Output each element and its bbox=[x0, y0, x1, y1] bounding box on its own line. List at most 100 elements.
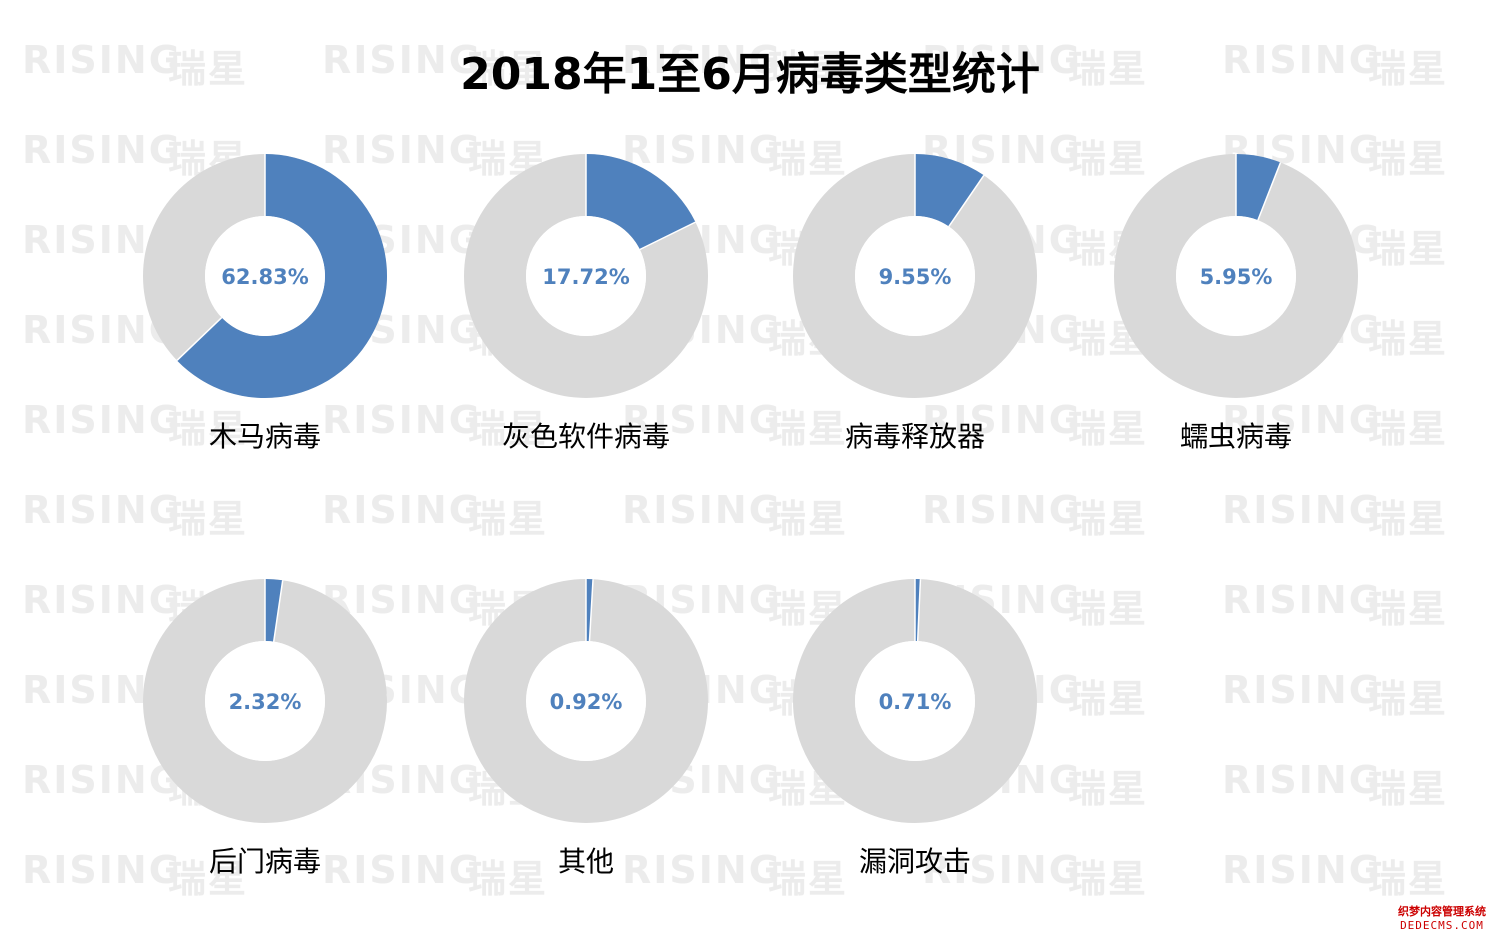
watermark-brand-cn: 瑞星 bbox=[1068, 497, 1149, 541]
donut-slice bbox=[1236, 154, 1281, 221]
watermark-brand-en: RISING bbox=[922, 398, 1082, 442]
watermark-brand-en: RISING bbox=[22, 578, 182, 622]
donut-percent-label: 2.32% bbox=[229, 690, 302, 714]
donut-category-label: 漏洞攻击 bbox=[859, 845, 971, 878]
watermark-brand-en: RISING bbox=[1222, 488, 1382, 532]
watermark-brand-cn: 瑞星 bbox=[768, 407, 849, 451]
watermark-brand-cn: 瑞星 bbox=[1068, 407, 1149, 451]
donut-slice-edge bbox=[264, 579, 284, 642]
watermark-brand-en: RISING bbox=[1222, 38, 1382, 82]
donut-slice bbox=[586, 579, 594, 642]
footer-logo: 织梦内容管理系统 DEDECMS.COM bbox=[1390, 903, 1494, 932]
watermark-brand-cn: 瑞星 bbox=[1368, 317, 1449, 361]
watermark-brand-en: RISING bbox=[922, 38, 1082, 82]
watermark-brand-cn: 瑞星 bbox=[168, 47, 249, 91]
donut-slice-edge bbox=[914, 579, 922, 642]
watermark-brand-en: RISING bbox=[622, 848, 782, 892]
watermark-brand-cn: 瑞星 bbox=[1068, 137, 1149, 181]
donut-slice-edge bbox=[585, 579, 594, 642]
watermark-brand-cn: 瑞星 bbox=[768, 47, 849, 91]
footer-logo-line1: 织梦内容管理系统 bbox=[1398, 905, 1486, 918]
watermark-brand-cn: 瑞星 bbox=[1068, 587, 1149, 631]
donut-group: 0.92% 其他 bbox=[464, 579, 708, 878]
donut-hole bbox=[526, 216, 646, 336]
donut-slice bbox=[915, 154, 984, 227]
watermark-brand-cn: 瑞星 bbox=[468, 857, 549, 901]
watermark-brand-cn: 瑞星 bbox=[1368, 137, 1449, 181]
donut-category-label: 其他 bbox=[558, 845, 614, 878]
watermark-brand-cn: 瑞星 bbox=[468, 407, 549, 451]
watermark-brand-cn: 瑞星 bbox=[768, 857, 849, 901]
donut-percent-label: 0.71% bbox=[879, 690, 952, 714]
watermark-brand-en: RISING bbox=[22, 398, 182, 442]
donut-percent-label: 5.95% bbox=[1200, 265, 1273, 289]
watermark-brand-en: RISING bbox=[322, 848, 482, 892]
watermark-brand-en: RISING bbox=[322, 488, 482, 532]
watermark-brand-cn: 瑞星 bbox=[168, 857, 249, 901]
watermark-brand-cn: 瑞星 bbox=[1368, 227, 1449, 271]
watermark-brand-cn: 瑞星 bbox=[1068, 677, 1149, 721]
watermark-brand-cn: 瑞星 bbox=[1068, 767, 1149, 811]
donut-hole bbox=[1176, 216, 1296, 336]
donut-hole bbox=[855, 216, 975, 336]
donut-percent-label: 0.92% bbox=[550, 690, 623, 714]
watermark-brand-en: RISING bbox=[322, 398, 482, 442]
donut-group: 9.55% 病毒释放器 bbox=[793, 154, 1037, 453]
watermark-brand-cn: 瑞星 bbox=[1368, 767, 1449, 811]
watermark-brand-en: RISING bbox=[322, 128, 482, 172]
donut-slice bbox=[586, 154, 696, 250]
donut-category-label: 灰色软件病毒 bbox=[502, 420, 670, 453]
watermark-brand-cn: 瑞星 bbox=[168, 497, 249, 541]
watermark-brand-en: RISING bbox=[1222, 398, 1382, 442]
watermark-brand-cn: 瑞星 bbox=[768, 497, 849, 541]
watermark-brand-en: RISING bbox=[1222, 668, 1382, 712]
donut-group: 5.95% 蠕虫病毒 bbox=[1114, 154, 1358, 453]
watermark-brand-cn: 瑞星 bbox=[1068, 857, 1149, 901]
watermark-brand-en: RISING bbox=[1222, 578, 1382, 622]
donut-percent-label: 9.55% bbox=[879, 265, 952, 289]
donut-group: 0.71% 漏洞攻击 bbox=[793, 579, 1037, 878]
watermark-brand-cn: 瑞星 bbox=[1368, 857, 1449, 901]
donut-slice bbox=[265, 579, 283, 642]
watermark-brand-en: RISING bbox=[1222, 848, 1382, 892]
donut-percent-label: 17.72% bbox=[542, 265, 629, 289]
watermark-brand-en: RISING bbox=[22, 848, 182, 892]
donut-slice-edge bbox=[914, 154, 985, 227]
watermark-brand-en: RISING bbox=[922, 488, 1082, 532]
watermark-brand-cn: 瑞星 bbox=[1068, 47, 1149, 91]
watermark-brand-cn: 瑞星 bbox=[1368, 587, 1449, 631]
watermark-brand-en: RISING bbox=[22, 758, 182, 802]
watermark-brand-en: RISING bbox=[322, 38, 482, 82]
watermark-brand-cn: 瑞星 bbox=[768, 137, 849, 181]
watermark-brand-en: RISING bbox=[22, 38, 182, 82]
footer-logo-line2: DEDECMS.COM bbox=[1400, 919, 1484, 932]
donut-group: 17.72% 灰色软件病毒 bbox=[464, 154, 708, 453]
donut-category-label: 病毒释放器 bbox=[845, 420, 985, 453]
donut-slice bbox=[176, 154, 387, 398]
watermark-brand-en: RISING bbox=[22, 128, 182, 172]
donut-hole bbox=[855, 641, 975, 761]
donut-group: 62.83% 木马病毒 bbox=[143, 154, 387, 453]
watermark-brand-en: RISING bbox=[22, 488, 182, 532]
donut-category-label: 木马病毒 bbox=[209, 420, 321, 453]
watermark-brand-cn: 瑞星 bbox=[468, 47, 549, 91]
watermark-brand-cn: 瑞星 bbox=[1368, 497, 1449, 541]
donut-category-label: 蠕虫病毒 bbox=[1180, 420, 1292, 453]
donut-category-label: 后门病毒 bbox=[209, 845, 321, 878]
donut-percent-label: 62.83% bbox=[221, 265, 308, 289]
watermark-brand-cn: 瑞星 bbox=[1368, 407, 1449, 451]
watermark-brand-en: RISING bbox=[622, 488, 782, 532]
donut-slice-edge bbox=[585, 154, 696, 251]
watermark-brand-en: RISING bbox=[622, 128, 782, 172]
watermark-brand-en: RISING bbox=[622, 38, 782, 82]
watermark-brand-cn: 瑞星 bbox=[468, 497, 549, 541]
donut-slice-edge bbox=[1235, 154, 1282, 221]
watermark-brand-en: RISING bbox=[922, 848, 1082, 892]
watermark-brand-cn: 瑞星 bbox=[168, 407, 249, 451]
donut-hole bbox=[205, 641, 325, 761]
watermark-brand-en: RISING bbox=[1222, 758, 1382, 802]
watermark-brand-cn: 瑞星 bbox=[1368, 677, 1449, 721]
watermark-brand-cn: 瑞星 bbox=[1368, 47, 1449, 91]
